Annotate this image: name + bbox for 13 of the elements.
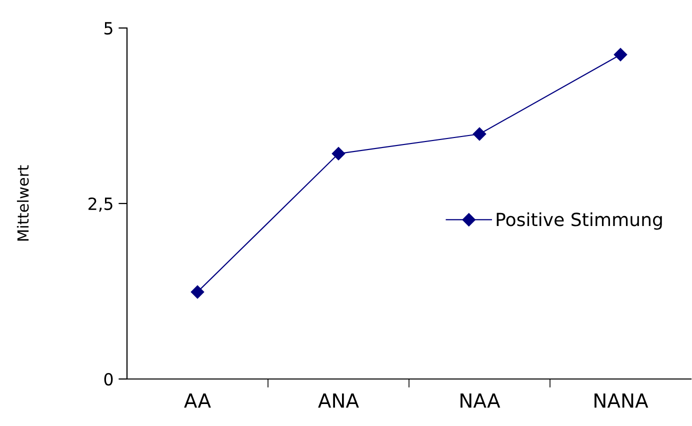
y-axis-title: Mittelwert: [16, 165, 29, 241]
legend-label: Positive Stimmung: [496, 212, 662, 230]
x-tick-label: ANA: [318, 393, 359, 408]
x-tick-label: NANA: [594, 393, 648, 408]
y-tick-label: 5: [104, 22, 112, 35]
point: [472, 127, 486, 141]
point: [190, 285, 204, 299]
point: [332, 147, 346, 160]
x-tick-label: AA: [184, 393, 211, 408]
y-tick-label: 2,5: [88, 197, 112, 212]
y-tick-label: 0: [104, 372, 113, 386]
point: [614, 48, 628, 62]
x-tick-label: NAA: [460, 393, 500, 408]
